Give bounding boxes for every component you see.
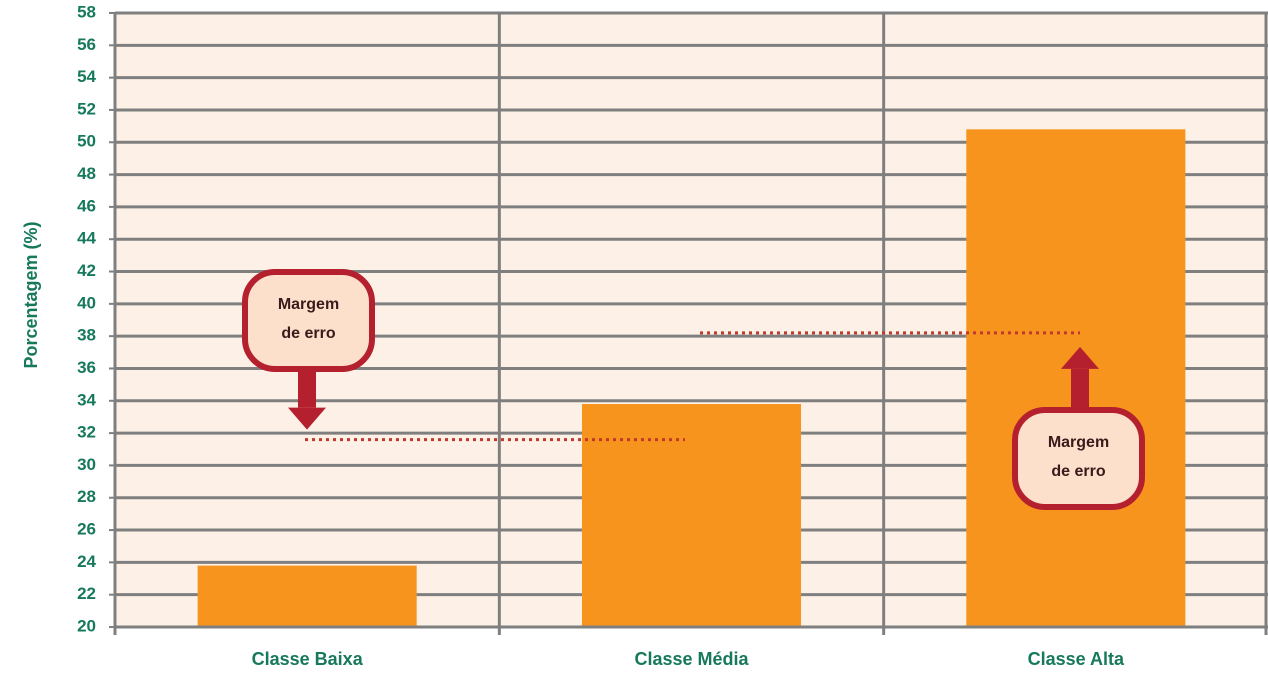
y-tick-label: 44 bbox=[77, 229, 96, 248]
x-tick-label: Classe Média bbox=[634, 649, 749, 669]
y-tick-label: 34 bbox=[77, 390, 96, 409]
callout-box bbox=[1012, 407, 1145, 510]
y-tick-label: 28 bbox=[77, 487, 96, 506]
y-axis-label: Porcentagem (%) bbox=[21, 221, 41, 368]
y-tick-label: 20 bbox=[77, 616, 96, 635]
y-tick-label: 38 bbox=[77, 326, 96, 345]
arrow-shaft bbox=[1071, 368, 1089, 410]
bar bbox=[197, 565, 417, 627]
callout-text: de erro bbox=[1051, 463, 1105, 480]
callout-text: de erro bbox=[281, 325, 335, 342]
y-tick-label: 58 bbox=[77, 2, 96, 21]
y-tick-label: 32 bbox=[77, 423, 96, 442]
y-tick-label: 56 bbox=[77, 35, 96, 54]
y-tick-label: 26 bbox=[77, 520, 96, 539]
arrow-head bbox=[288, 407, 326, 430]
y-tick-label: 46 bbox=[77, 196, 96, 215]
y-tick-label: 50 bbox=[77, 132, 96, 151]
y-tick-label: 42 bbox=[77, 261, 96, 280]
arrow-head bbox=[1061, 346, 1099, 369]
callout-box bbox=[242, 269, 375, 372]
bar bbox=[581, 404, 802, 627]
y-tick-label: 36 bbox=[77, 358, 96, 377]
callout-text: Margem bbox=[278, 296, 339, 313]
x-tick-label: Classe Baixa bbox=[252, 649, 364, 669]
y-tick-label: 40 bbox=[77, 293, 96, 312]
y-tick-label: 48 bbox=[77, 164, 96, 183]
y-tick-label: 30 bbox=[77, 455, 96, 474]
y-tick-label: 22 bbox=[77, 584, 96, 603]
y-tick-label: 24 bbox=[77, 552, 96, 571]
y-tick-label: 52 bbox=[77, 99, 96, 118]
callout-text: Margem bbox=[1048, 434, 1109, 451]
arrow-shaft bbox=[298, 369, 316, 408]
x-tick-label: Classe Alta bbox=[1028, 649, 1125, 669]
y-tick-label: 54 bbox=[77, 67, 96, 86]
